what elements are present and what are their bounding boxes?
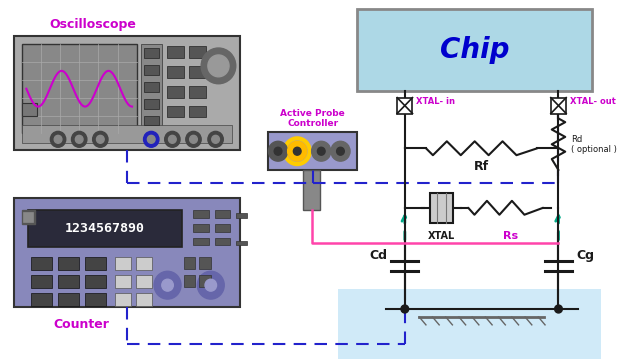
Text: XTAL- out: XTAL- out <box>570 97 616 106</box>
Circle shape <box>165 131 180 147</box>
Circle shape <box>336 147 344 155</box>
Circle shape <box>72 131 87 147</box>
Circle shape <box>331 141 350 161</box>
Bar <box>188 105 206 117</box>
Bar <box>268 132 357 170</box>
Circle shape <box>97 135 104 143</box>
Text: Active Probe
Controller: Active Probe Controller <box>280 109 345 128</box>
Bar <box>357 9 592 91</box>
Bar <box>136 293 152 306</box>
Bar <box>188 66 206 78</box>
Bar <box>144 48 159 58</box>
Bar <box>193 224 209 231</box>
Circle shape <box>186 131 201 147</box>
Text: 1234567890: 1234567890 <box>65 222 145 235</box>
Circle shape <box>555 305 562 313</box>
Text: Rd
( optional ): Rd ( optional ) <box>571 135 617 154</box>
Bar <box>24 212 33 222</box>
Bar <box>144 99 159 109</box>
Circle shape <box>318 147 325 155</box>
Bar <box>215 238 230 246</box>
Bar <box>144 116 159 125</box>
Bar <box>22 103 37 117</box>
Bar <box>338 289 602 359</box>
Text: Oscilloscope: Oscilloscope <box>49 18 136 31</box>
Bar <box>22 125 232 143</box>
Circle shape <box>208 55 229 77</box>
Circle shape <box>208 131 223 147</box>
Circle shape <box>154 271 181 299</box>
Bar <box>58 275 79 288</box>
Bar <box>167 86 184 98</box>
Text: Cd: Cd <box>369 249 387 262</box>
Circle shape <box>92 131 108 147</box>
Bar <box>31 293 52 306</box>
Circle shape <box>190 135 197 143</box>
Bar <box>215 224 230 231</box>
Bar <box>167 105 184 117</box>
Bar <box>136 257 152 270</box>
Bar <box>144 82 159 92</box>
Bar <box>167 46 184 58</box>
Circle shape <box>274 147 282 155</box>
Bar <box>31 257 52 270</box>
Circle shape <box>401 305 409 313</box>
Bar <box>215 210 230 218</box>
Circle shape <box>201 48 236 84</box>
Circle shape <box>168 135 176 143</box>
Circle shape <box>144 131 159 147</box>
Bar <box>193 238 209 246</box>
Bar <box>188 46 206 58</box>
Bar <box>14 198 240 307</box>
Bar <box>14 36 240 150</box>
Bar <box>184 257 195 269</box>
Bar <box>85 293 106 306</box>
Bar <box>303 170 320 210</box>
Bar <box>199 275 211 287</box>
Circle shape <box>54 135 62 143</box>
Bar <box>199 257 211 269</box>
Bar <box>85 257 106 270</box>
Bar <box>188 86 206 98</box>
Bar <box>430 193 453 223</box>
Text: XTAL- in: XTAL- in <box>416 97 456 106</box>
Bar <box>115 275 131 288</box>
Text: Chip: Chip <box>440 36 509 64</box>
Bar <box>167 66 184 78</box>
Text: Counter: Counter <box>53 318 109 331</box>
Bar <box>58 293 79 306</box>
Circle shape <box>205 279 217 291</box>
Bar <box>22 210 35 224</box>
Bar <box>85 275 106 288</box>
Circle shape <box>162 279 173 291</box>
Bar <box>58 257 79 270</box>
Bar <box>184 275 195 287</box>
Bar <box>136 275 152 288</box>
Bar <box>397 98 412 113</box>
Bar <box>115 293 131 306</box>
Circle shape <box>311 141 331 161</box>
Bar <box>551 98 566 113</box>
Circle shape <box>288 141 307 161</box>
Circle shape <box>51 131 66 147</box>
Bar <box>236 240 247 246</box>
Bar <box>193 210 209 218</box>
Circle shape <box>76 135 83 143</box>
Bar <box>22 44 137 133</box>
Circle shape <box>212 135 220 143</box>
Circle shape <box>147 135 155 143</box>
Text: Rf: Rf <box>474 159 489 172</box>
Bar <box>115 257 131 270</box>
Bar <box>28 210 182 247</box>
Bar <box>31 275 52 288</box>
Circle shape <box>197 271 224 299</box>
Bar <box>236 213 247 218</box>
Text: Rs: Rs <box>503 230 518 240</box>
Text: XTAL: XTAL <box>427 230 455 240</box>
Bar <box>140 44 162 133</box>
Circle shape <box>293 147 301 155</box>
Circle shape <box>268 141 288 161</box>
Text: Cg: Cg <box>577 249 595 262</box>
Bar <box>144 65 159 75</box>
